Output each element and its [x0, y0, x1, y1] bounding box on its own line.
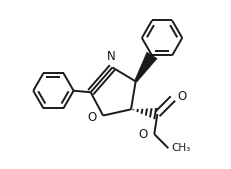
Text: CH₃: CH₃: [171, 143, 191, 153]
Text: N: N: [107, 50, 116, 63]
Text: O: O: [88, 111, 97, 124]
Text: O: O: [139, 128, 148, 141]
Text: O: O: [178, 90, 187, 103]
Polygon shape: [135, 52, 157, 82]
